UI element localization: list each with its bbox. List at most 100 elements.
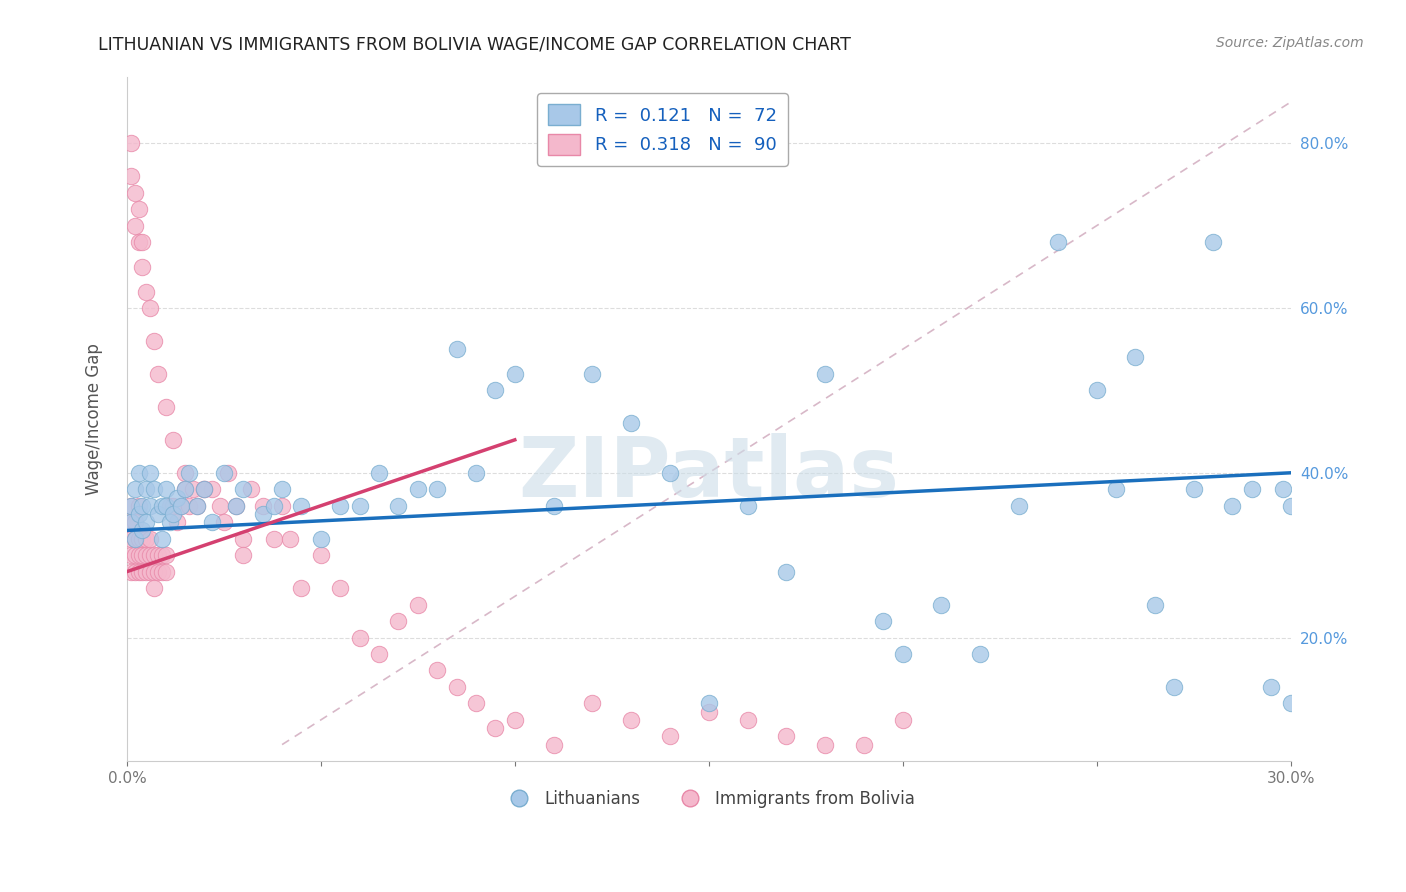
Point [931, 598, 953, 612]
Point [150, 548, 173, 562]
Point [128, 499, 150, 513]
Point [120, 136, 142, 151]
Point [124, 483, 146, 497]
Point [1279, 697, 1302, 711]
Point [143, 334, 166, 348]
Point [150, 532, 173, 546]
Point [620, 417, 643, 431]
Point [263, 499, 285, 513]
Point [143, 581, 166, 595]
Point [139, 499, 162, 513]
Point [128, 235, 150, 249]
Point [814, 738, 837, 752]
Point [120, 532, 142, 546]
Point [271, 483, 294, 497]
Point [484, 384, 506, 398]
Point [368, 466, 391, 480]
Text: LITHUANIAN VS IMMIGRANTS FROM BOLIVIA WAGE/INCOME GAP CORRELATION CHART: LITHUANIAN VS IMMIGRANTS FROM BOLIVIA WA… [98, 36, 851, 54]
Point [1105, 483, 1128, 497]
Point [465, 466, 488, 480]
Point [349, 499, 371, 513]
Point [581, 697, 603, 711]
Point [620, 713, 643, 727]
Point [139, 548, 162, 562]
Point [446, 680, 468, 694]
Point [124, 515, 146, 529]
Point [124, 532, 146, 546]
Point [309, 548, 332, 562]
Point [217, 466, 239, 480]
Point [131, 260, 153, 274]
Point [120, 169, 142, 184]
Point [263, 532, 285, 546]
Point [387, 614, 409, 628]
Point [135, 565, 157, 579]
Point [146, 548, 169, 562]
Point [135, 515, 157, 529]
Point [1008, 499, 1031, 513]
Point [775, 730, 797, 744]
Point [1240, 483, 1263, 497]
Point [581, 367, 603, 381]
Point [120, 565, 142, 579]
Point [135, 548, 157, 562]
Point [128, 565, 150, 579]
Point [174, 483, 197, 497]
Point [131, 499, 153, 513]
Point [186, 499, 208, 513]
Point [1085, 384, 1108, 398]
Point [124, 532, 146, 546]
Point [290, 581, 312, 595]
Point [120, 515, 142, 529]
Point [135, 532, 157, 546]
Point [120, 499, 142, 513]
Point [775, 565, 797, 579]
Point [139, 565, 162, 579]
Point [131, 548, 153, 562]
Point [212, 466, 235, 480]
Point [162, 507, 184, 521]
Point [124, 219, 146, 233]
Point [252, 499, 274, 513]
Point [159, 515, 181, 529]
Point [426, 483, 449, 497]
Point [166, 515, 188, 529]
Point [309, 532, 332, 546]
Point [174, 466, 197, 480]
Point [737, 713, 759, 727]
Point [193, 483, 215, 497]
Point [174, 483, 197, 497]
Point [128, 507, 150, 521]
Point [252, 507, 274, 521]
Point [1260, 680, 1282, 694]
Point [150, 499, 173, 513]
Point [146, 565, 169, 579]
Point [131, 565, 153, 579]
Point [166, 491, 188, 505]
Point [201, 483, 224, 497]
Text: Source: ZipAtlas.com: Source: ZipAtlas.com [1216, 36, 1364, 50]
Point [659, 730, 682, 744]
Point [208, 499, 231, 513]
Point [162, 499, 184, 513]
Point [349, 631, 371, 645]
Point [131, 235, 153, 249]
Point [120, 548, 142, 562]
Point [155, 400, 177, 414]
Point [143, 548, 166, 562]
Point [232, 483, 254, 497]
Point [146, 507, 169, 521]
Point [162, 433, 184, 447]
Point [1143, 598, 1166, 612]
Point [484, 721, 506, 735]
Point [240, 483, 263, 497]
Point [155, 499, 177, 513]
Point [659, 466, 682, 480]
Point [128, 202, 150, 217]
Point [1046, 235, 1069, 249]
Point [143, 483, 166, 497]
Point [543, 738, 565, 752]
Point [852, 738, 875, 752]
Point [135, 285, 157, 299]
Point [128, 532, 150, 546]
